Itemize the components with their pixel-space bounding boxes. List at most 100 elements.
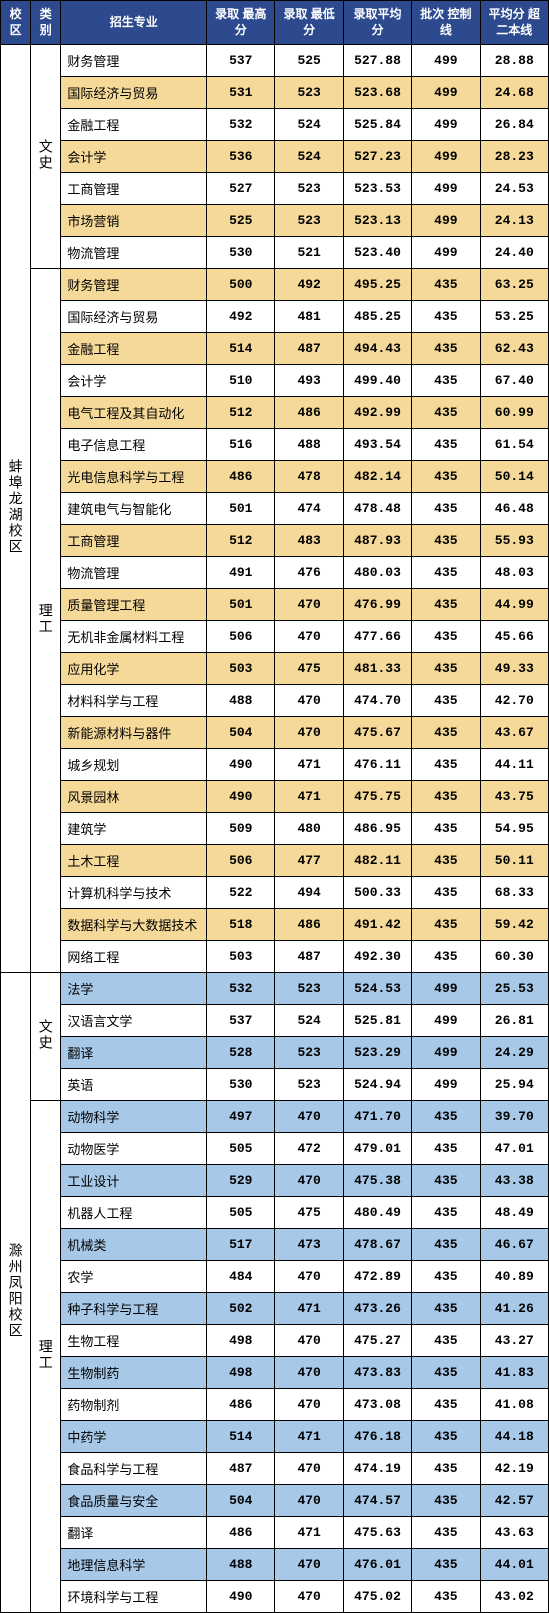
table-row: 质量管理工程501470476.9943544.99: [1, 589, 549, 621]
diff-cell: 44.01: [480, 1549, 548, 1581]
major-cell: 工商管理: [61, 525, 207, 557]
max-cell: 514: [207, 1421, 275, 1453]
table-row: 物流管理530521523.4049924.40: [1, 237, 549, 269]
ctrl-cell: 435: [412, 813, 480, 845]
max-cell: 509: [207, 813, 275, 845]
min-cell: 475: [275, 653, 343, 685]
max-cell: 510: [207, 365, 275, 397]
diff-cell: 48.03: [480, 557, 548, 589]
min-cell: 471: [275, 1421, 343, 1453]
table-row: 国际经济与贸易492481485.2543553.25: [1, 301, 549, 333]
max-cell: 491: [207, 557, 275, 589]
diff-cell: 46.48: [480, 493, 548, 525]
ctrl-cell: 435: [412, 941, 480, 973]
ctrl-cell: 435: [412, 1485, 480, 1517]
table-row: 机器人工程505475480.4943548.49: [1, 1197, 549, 1229]
diff-cell: 62.43: [480, 333, 548, 365]
ctrl-cell: 435: [412, 397, 480, 429]
avg-cell: 480.49: [343, 1197, 411, 1229]
diff-cell: 25.94: [480, 1069, 548, 1101]
diff-cell: 26.84: [480, 109, 548, 141]
major-cell: 汉语言文学: [61, 1005, 207, 1037]
diff-cell: 47.01: [480, 1133, 548, 1165]
ctrl-cell: 435: [412, 525, 480, 557]
ctrl-cell: 499: [412, 205, 480, 237]
max-cell: 484: [207, 1261, 275, 1293]
diff-cell: 26.81: [480, 1005, 548, 1037]
min-cell: 472: [275, 1133, 343, 1165]
major-cell: 建筑电气与智能化: [61, 493, 207, 525]
table-row: 建筑学509480486.9543554.95: [1, 813, 549, 845]
major-cell: 市场营销: [61, 205, 207, 237]
major-cell: 环境科学与工程: [61, 1581, 207, 1613]
table-row: 滁州凤阳校区文史法学532523524.5349925.53: [1, 973, 549, 1005]
ctrl-cell: 435: [412, 1165, 480, 1197]
max-cell: 528: [207, 1037, 275, 1069]
max-cell: 505: [207, 1197, 275, 1229]
min-cell: 487: [275, 941, 343, 973]
max-cell: 531: [207, 77, 275, 109]
table-row: 生物工程498470475.2743543.27: [1, 1325, 549, 1357]
max-cell: 537: [207, 45, 275, 77]
diff-cell: 41.83: [480, 1357, 548, 1389]
diff-cell: 24.29: [480, 1037, 548, 1069]
major-cell: 会计学: [61, 141, 207, 173]
avg-cell: 476.18: [343, 1421, 411, 1453]
avg-cell: 475.38: [343, 1165, 411, 1197]
avg-cell: 524.53: [343, 973, 411, 1005]
admission-score-table: 校区 类别 招生专业 录取 最高分 录取 最低分 录取平均分 批次 控制线 平均…: [0, 0, 549, 1613]
category-cell: 理工: [31, 1101, 61, 1613]
avg-cell: 492.30: [343, 941, 411, 973]
max-cell: 512: [207, 525, 275, 557]
avg-cell: 525.81: [343, 1005, 411, 1037]
ctrl-cell: 499: [412, 1069, 480, 1101]
table-row: 食品质量与安全504470474.5743542.57: [1, 1485, 549, 1517]
table-row: 动物医学505472479.0143547.01: [1, 1133, 549, 1165]
diff-cell: 41.26: [480, 1293, 548, 1325]
diff-cell: 25.53: [480, 973, 548, 1005]
table-row: 翻译486471475.6343543.63: [1, 1517, 549, 1549]
major-cell: 国际经济与贸易: [61, 301, 207, 333]
max-cell: 486: [207, 1389, 275, 1421]
max-cell: 498: [207, 1325, 275, 1357]
min-cell: 476: [275, 557, 343, 589]
major-cell: 药物制剂: [61, 1389, 207, 1421]
major-cell: 国际经济与贸易: [61, 77, 207, 109]
min-cell: 494: [275, 877, 343, 909]
max-cell: 505: [207, 1133, 275, 1165]
table-row: 工商管理527523523.5349924.53: [1, 173, 549, 205]
major-cell: 财务管理: [61, 269, 207, 301]
header-avg: 录取平均分: [343, 1, 411, 45]
major-cell: 英语: [61, 1069, 207, 1101]
min-cell: 523: [275, 1069, 343, 1101]
avg-cell: 475.75: [343, 781, 411, 813]
min-cell: 523: [275, 205, 343, 237]
table-row: 市场营销525523523.1349924.13: [1, 205, 549, 237]
major-cell: 电子信息工程: [61, 429, 207, 461]
min-cell: 470: [275, 1549, 343, 1581]
max-cell: 498: [207, 1357, 275, 1389]
max-cell: 500: [207, 269, 275, 301]
max-cell: 486: [207, 461, 275, 493]
avg-cell: 485.25: [343, 301, 411, 333]
major-cell: 动物医学: [61, 1133, 207, 1165]
max-cell: 537: [207, 1005, 275, 1037]
avg-cell: 500.33: [343, 877, 411, 909]
diff-cell: 50.14: [480, 461, 548, 493]
ctrl-cell: 435: [412, 1197, 480, 1229]
max-cell: 517: [207, 1229, 275, 1261]
diff-cell: 24.13: [480, 205, 548, 237]
max-cell: 503: [207, 941, 275, 973]
max-cell: 530: [207, 1069, 275, 1101]
major-cell: 物流管理: [61, 237, 207, 269]
min-cell: 470: [275, 589, 343, 621]
max-cell: 514: [207, 333, 275, 365]
diff-cell: 24.40: [480, 237, 548, 269]
table-row: 应用化学503475481.3343549.33: [1, 653, 549, 685]
min-cell: 470: [275, 717, 343, 749]
diff-cell: 40.89: [480, 1261, 548, 1293]
diff-cell: 44.18: [480, 1421, 548, 1453]
diff-cell: 44.11: [480, 749, 548, 781]
diff-cell: 53.25: [480, 301, 548, 333]
avg-cell: 473.26: [343, 1293, 411, 1325]
